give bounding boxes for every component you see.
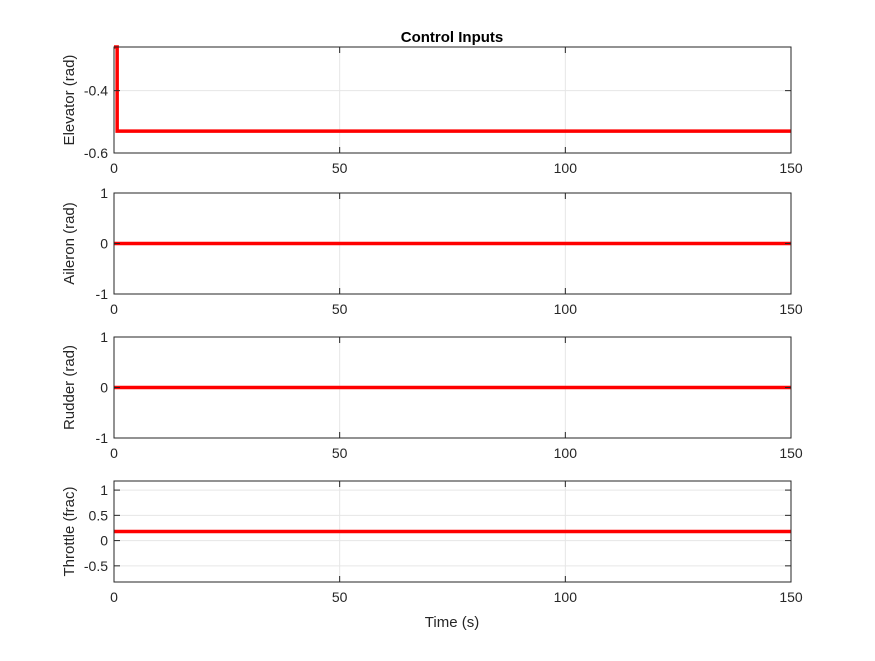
y-tick-label: 0 xyxy=(100,533,108,549)
x-tick-label: 50 xyxy=(332,160,348,176)
x-tick-label: 100 xyxy=(554,160,578,176)
axes-box xyxy=(113,46,792,154)
y-axis-label: Rudder (rad) xyxy=(61,345,78,430)
x-tick-label: 150 xyxy=(779,445,803,461)
y-tick-label: 0.5 xyxy=(89,507,109,523)
x-axis-label: Time (s) xyxy=(425,614,479,631)
axes-box xyxy=(113,480,792,583)
y-tick-label: -0.6 xyxy=(84,145,108,161)
x-tick-label: 0 xyxy=(110,301,118,317)
x-tick-label: 100 xyxy=(554,445,578,461)
y-tick-label: -0.5 xyxy=(84,558,108,574)
x-tick-label: 0 xyxy=(110,160,118,176)
y-axis-label: Aileron (rad) xyxy=(61,202,78,285)
y-tick-label: -0.4 xyxy=(84,83,108,99)
x-tick-label: 50 xyxy=(332,445,348,461)
y-tick-label: 0 xyxy=(100,380,108,396)
x-tick-label: 100 xyxy=(554,301,578,317)
x-tick-label: 50 xyxy=(332,589,348,605)
y-tick-label: 0 xyxy=(100,236,108,252)
y-axis-label: Elevator (rad) xyxy=(61,55,78,146)
plot-area xyxy=(114,47,791,153)
y-tick-label: -1 xyxy=(96,286,109,302)
x-tick-label: 150 xyxy=(779,301,803,317)
subplot-1: 0 50 100 150 -0.6 -0.4 Elevator (rad) xyxy=(61,45,803,176)
y-tick-label: 1 xyxy=(100,329,108,345)
x-tick-label: 150 xyxy=(779,160,803,176)
x-tick-label: 100 xyxy=(554,589,578,605)
x-tick-label: 0 xyxy=(110,589,118,605)
x-tick-label: 0 xyxy=(110,445,118,461)
y-tick-label: 1 xyxy=(100,482,108,498)
chart-title: Control Inputs xyxy=(401,29,503,46)
y-tick-label: 1 xyxy=(100,185,108,201)
x-tick-label: 150 xyxy=(779,589,803,605)
y-axis-label: Throttle (frac) xyxy=(61,486,78,576)
x-tick-label: 50 xyxy=(332,301,348,317)
y-tick-label: -1 xyxy=(96,430,109,446)
